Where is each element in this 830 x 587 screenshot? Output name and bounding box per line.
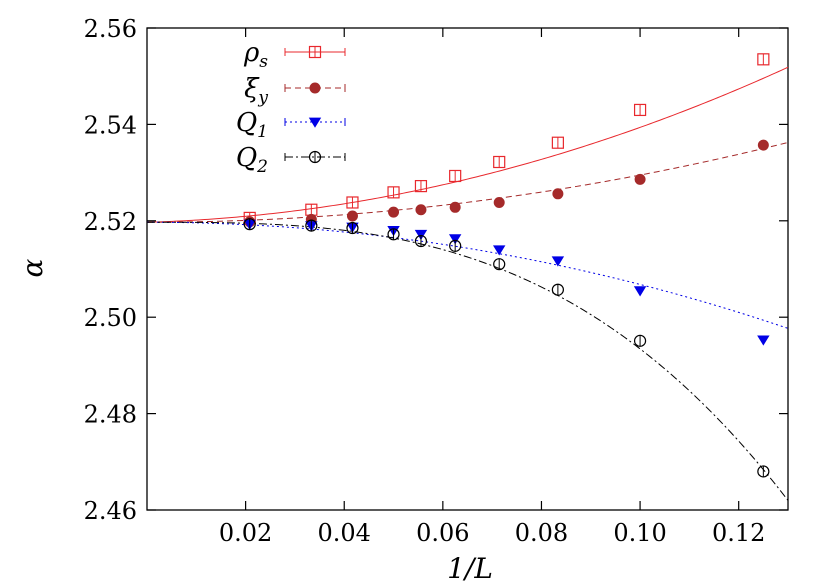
y-axis-label: α xyxy=(16,258,49,277)
data-point xyxy=(493,196,505,208)
axis-ticks: 0.02 0.04 0.06 0.08 0.10 0.12 2.46 2.48 2.50 2.52… xyxy=(84,15,788,547)
legend-marker xyxy=(308,117,322,128)
fit-curve xyxy=(147,221,789,501)
legend-label: ρs xyxy=(243,38,268,72)
data-point xyxy=(305,219,318,232)
data-point xyxy=(551,136,564,149)
data-point xyxy=(551,283,564,296)
data-point xyxy=(492,245,506,256)
x-tick-label: 0.02 xyxy=(219,519,272,547)
y-tick-label: 2.46 xyxy=(84,497,137,525)
data-point xyxy=(634,173,646,185)
data-point xyxy=(493,155,506,169)
data-point xyxy=(449,239,462,252)
data-point xyxy=(346,196,359,209)
legend-label: Q2 xyxy=(236,143,268,177)
x-tick-label: 0.04 xyxy=(318,519,371,547)
legend-marker xyxy=(308,150,322,164)
legend-label: Q1 xyxy=(236,108,268,142)
data-point xyxy=(346,210,358,222)
y-tick-label: 2.48 xyxy=(84,401,137,429)
data-point xyxy=(449,201,461,213)
data-point xyxy=(414,229,428,241)
y-tick-label: 2.56 xyxy=(84,15,137,43)
legend-marker xyxy=(308,45,322,59)
plot-frame xyxy=(146,27,789,511)
legend-label: ξy xyxy=(244,74,268,108)
x-tick-label: 0.12 xyxy=(712,519,765,547)
fit-curve xyxy=(146,66,789,223)
data-point xyxy=(757,139,769,151)
plot-area xyxy=(146,27,789,511)
data-point xyxy=(388,206,400,218)
x-tick-label: 0.10 xyxy=(613,519,666,547)
data-point xyxy=(415,204,427,216)
data-point xyxy=(552,188,564,200)
data-points xyxy=(243,53,770,478)
data-point xyxy=(305,203,318,216)
x-axis-label: 1/L xyxy=(447,552,493,585)
data-point xyxy=(757,335,770,346)
data-point xyxy=(387,228,400,241)
fit-curve xyxy=(147,221,789,329)
y-tick-label: 2.52 xyxy=(84,208,137,236)
data-point xyxy=(243,218,256,231)
data-point xyxy=(493,258,506,271)
fit-curve xyxy=(146,141,789,223)
y-tick-label: 2.54 xyxy=(84,111,137,139)
data-point xyxy=(551,256,565,267)
data-point xyxy=(633,286,647,297)
data-point xyxy=(757,53,770,66)
y-tick-label: 2.50 xyxy=(84,304,137,332)
data-point xyxy=(633,334,647,347)
data-point xyxy=(346,221,359,235)
data-point xyxy=(448,234,462,245)
x-tick-label: 0.08 xyxy=(515,519,568,547)
data-point xyxy=(449,169,462,183)
data-point xyxy=(387,186,400,199)
data-point xyxy=(414,234,428,248)
x-tick-label: 0.06 xyxy=(416,519,469,547)
data-point xyxy=(757,465,770,478)
data-point xyxy=(633,103,647,117)
legend-marker xyxy=(309,82,321,94)
data-point xyxy=(414,179,428,193)
